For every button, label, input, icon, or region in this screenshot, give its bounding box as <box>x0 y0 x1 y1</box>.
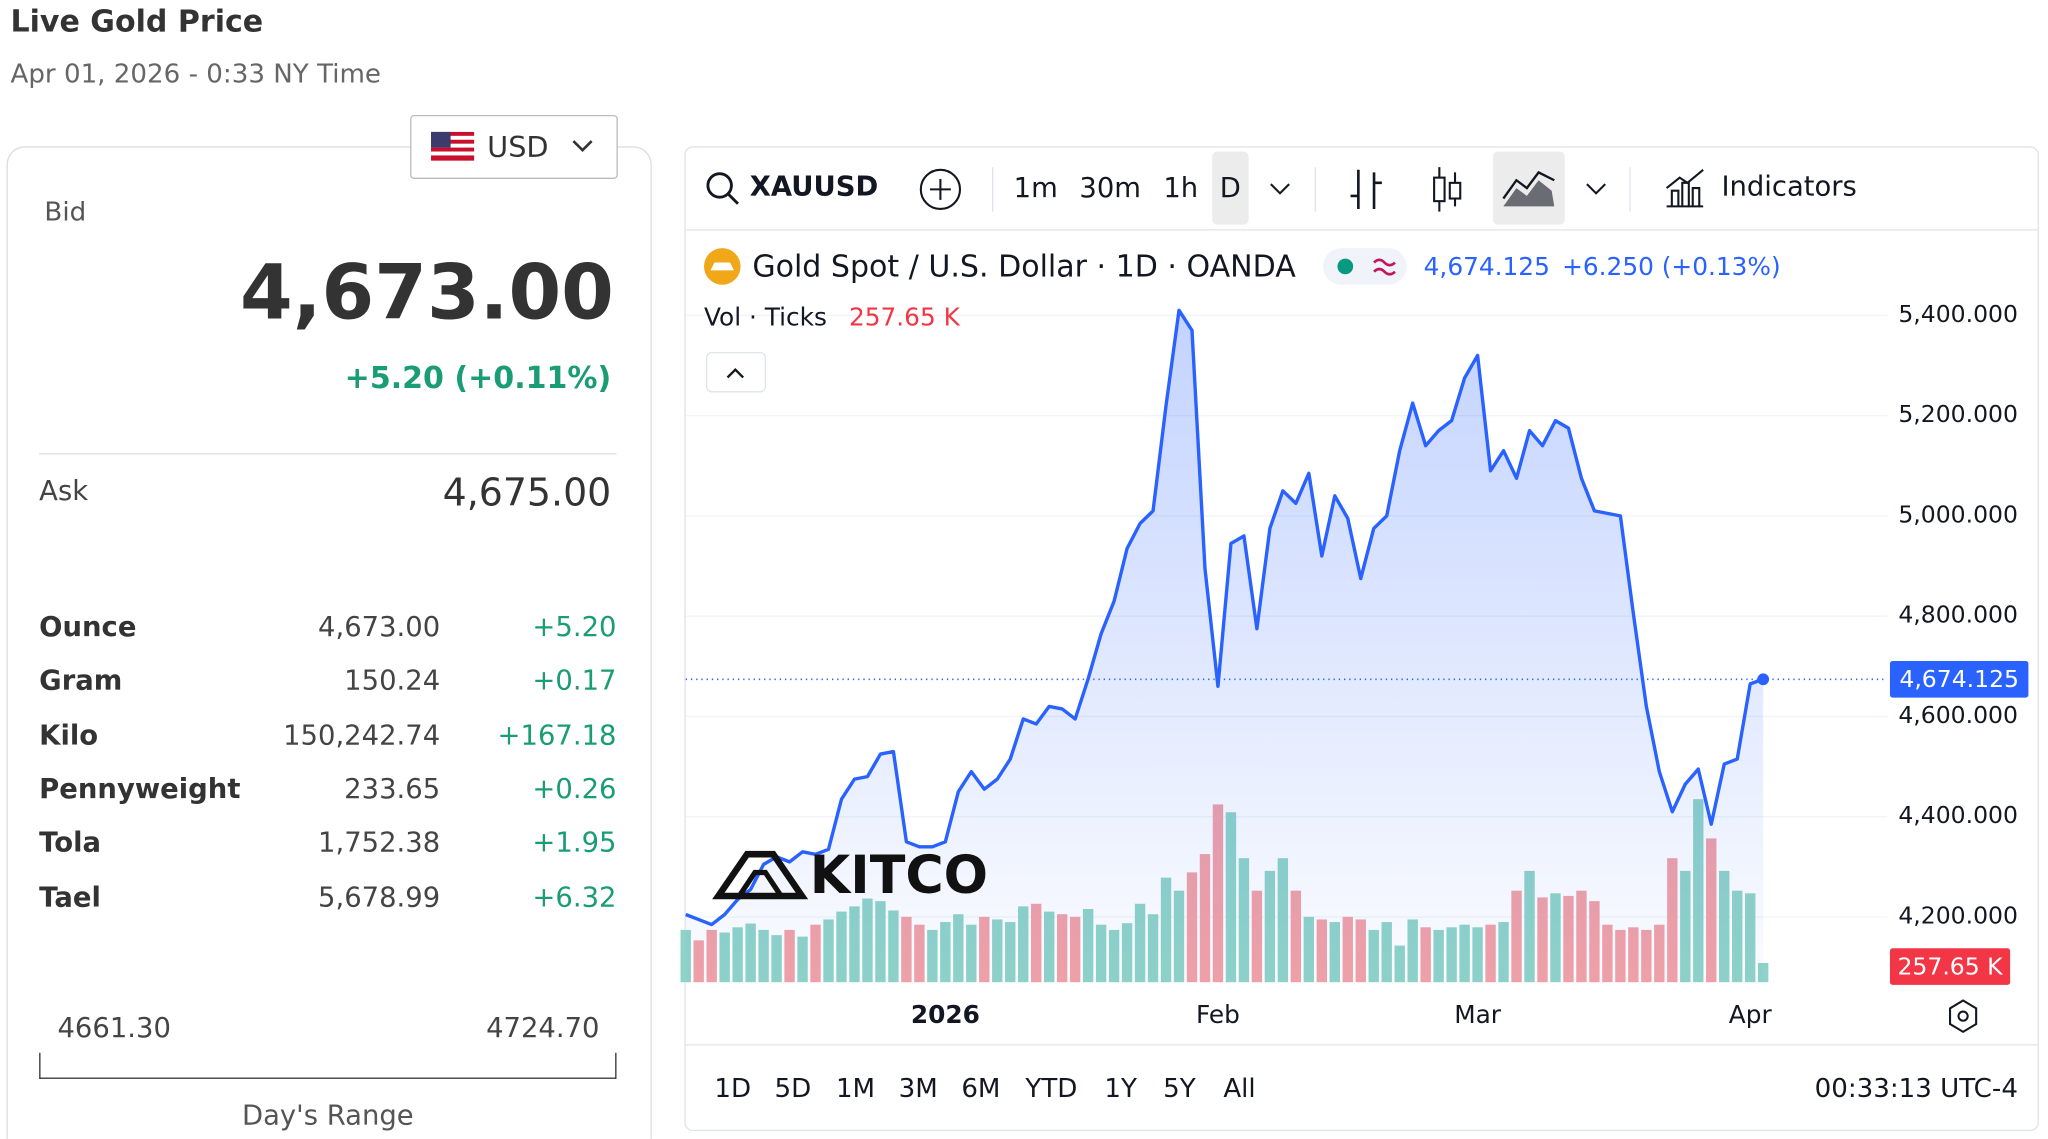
y-tick-label: 5,200.000 <box>1898 400 2018 428</box>
y-tick-label: 4,200.000 <box>1898 902 2018 930</box>
range-bar <box>39 1052 617 1079</box>
last-price-label: 4,674.125 <box>1899 665 2019 693</box>
currency-select[interactable]: USD <box>410 114 618 179</box>
unit-price: 4,673.00 <box>318 611 441 643</box>
range-low: 4661.30 <box>57 1012 171 1044</box>
unit-change: +167.18 <box>497 719 617 751</box>
unit-name: Tael <box>39 880 101 913</box>
unit-price: 5,678.99 <box>318 880 441 913</box>
range-button[interactable]: 1D <box>714 1074 751 1104</box>
volume-title: Vol · Ticks <box>704 303 827 332</box>
ask-label: Ask <box>39 475 89 507</box>
last-volume-label: 257.65 K <box>1897 952 2003 980</box>
x-tick-label: Apr <box>1729 1000 1773 1029</box>
legend-title: Gold Spot / U.S. Dollar · 1D · OANDA <box>752 249 1296 284</box>
x-tick-label: Feb <box>1196 1000 1240 1029</box>
range-button[interactable]: 1Y <box>1104 1074 1137 1104</box>
y-tick-label: 5,000.000 <box>1898 500 2018 528</box>
bid-price: 4,673.00 <box>240 248 614 337</box>
unit-row: Tola 1,752.38 +1.95 <box>39 827 616 866</box>
interval-button[interactable]: 1m <box>1014 173 1058 204</box>
unit-row: Pennyweight 233.65 +0.26 <box>39 773 616 812</box>
range-button[interactable]: All <box>1223 1074 1255 1104</box>
clock: 00:33:13 UTC-4 <box>1815 1074 2018 1104</box>
unit-change: +0.26 <box>532 773 617 805</box>
last-price-dot <box>1757 673 1770 686</box>
range-button[interactable]: 3M <box>899 1074 938 1104</box>
bid-label: Bid <box>44 195 87 228</box>
bid-change: +5.20 (+0.11%) <box>344 361 612 396</box>
unit-price: 233.65 <box>344 773 441 805</box>
plot <box>680 308 1888 983</box>
timestamp: Apr 01, 2026 - 0:33 NY Time <box>10 57 381 89</box>
range-button[interactable]: 1M <box>836 1074 875 1104</box>
page-title: Live Gold Price <box>10 5 264 40</box>
interval-button[interactable]: 1h <box>1163 173 1198 204</box>
interval-button[interactable]: D <box>1220 173 1241 204</box>
unit-name: Kilo <box>39 719 99 751</box>
price-line <box>685 308 1764 927</box>
unit-change: +5.20 <box>532 611 617 643</box>
indicators-button[interactable]: Indicators <box>1721 172 1856 203</box>
chevron <box>572 140 593 153</box>
currency-label: USD <box>487 130 548 164</box>
range-button[interactable]: YTD <box>1024 1074 1077 1104</box>
legend-change: +6.250 (+0.13%) <box>1562 252 1781 281</box>
unit-row: Kilo 150,242.74 +167.18 <box>39 719 616 758</box>
unit-row: Gram 150.24 +0.17 <box>39 665 616 704</box>
unit-name: Gram <box>39 665 123 697</box>
interval-button[interactable]: 30m <box>1079 173 1141 204</box>
quote-card <box>6 146 652 1139</box>
currency-icons: USD <box>431 130 593 164</box>
logo-text: KITCO <box>810 846 988 906</box>
toolbar-icons <box>703 151 1978 1034</box>
range-label: Day's Range <box>241 1099 414 1132</box>
last-price-box <box>1889 661 2029 698</box>
symbol[interactable]: XAUUSD <box>750 172 879 203</box>
x-tick-label: 2026 <box>911 1000 980 1029</box>
legend-price: 4,674.125 <box>1424 252 1550 281</box>
unit-row: Tael 5,678.99 +6.32 <box>39 881 616 920</box>
separator <box>39 453 617 455</box>
y-tick-label: 4,400.000 <box>1898 801 2018 829</box>
unit-price: 150.24 <box>344 665 441 697</box>
volume-legend: 257.65 K <box>849 303 961 332</box>
range-high: 4724.70 <box>486 1012 600 1044</box>
unit-change: +1.95 <box>532 827 617 859</box>
flag-stripes <box>431 131 475 161</box>
ask-price: 4,675.00 <box>442 470 612 515</box>
price-area <box>685 310 1764 983</box>
unit-name: Ounce <box>39 611 137 643</box>
unit-row: Ounce 4,673.00 +5.20 <box>39 611 616 650</box>
unit-change: +0.17 <box>532 665 617 697</box>
y-tick-label: 4,800.000 <box>1898 601 2018 629</box>
unit-name: Pennyweight <box>39 773 241 805</box>
y-tick-label: 5,400.000 <box>1898 300 2018 328</box>
unit-price: 1,752.38 <box>318 827 441 859</box>
x-tick-label: Mar <box>1454 1000 1502 1029</box>
range-button[interactable]: 5Y <box>1163 1074 1196 1104</box>
unit-name: Tola <box>39 827 102 859</box>
volume-bar <box>1757 962 1769 983</box>
range-button[interactable]: 6M <box>961 1074 1000 1104</box>
logo-icon <box>712 850 809 900</box>
y-tick-label: 4,600.000 <box>1898 701 2018 729</box>
last-volume-box <box>1889 948 2011 985</box>
range-button[interactable]: 5D <box>774 1074 811 1104</box>
unit-price: 150,242.74 <box>283 719 441 751</box>
unit-change: +6.32 <box>532 880 617 913</box>
